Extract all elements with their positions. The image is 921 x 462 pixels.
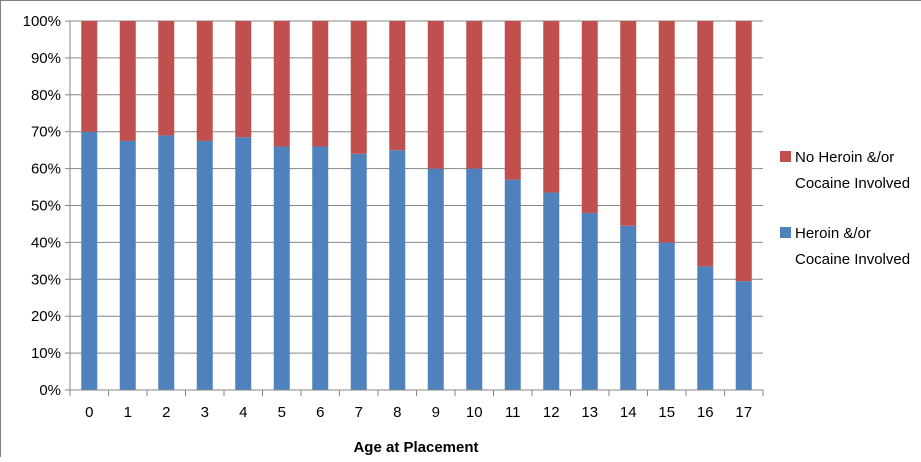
legend-label: Cocaine Involved <box>795 175 910 192</box>
bar-segment-no-heroin-cocaine <box>196 21 213 141</box>
bar-segment-no-heroin-cocaine <box>235 21 252 138</box>
bar-segment-heroin-cocaine <box>273 146 290 390</box>
bar-segment-heroin-cocaine <box>543 192 560 390</box>
bar-segment-no-heroin-cocaine <box>119 21 136 141</box>
y-tick-labels: 0% 10% 20% 30% 40% 50% 60% 70% 80% 90% 100% <box>23 13 61 399</box>
bar-segment-heroin-cocaine <box>119 140 136 390</box>
x-tick-label: 15 <box>658 404 675 421</box>
y-tick-label: 20% <box>31 308 61 325</box>
x-tick-label: 0 <box>85 404 93 421</box>
bar-segment-no-heroin-cocaine <box>312 21 329 147</box>
legend-swatch <box>780 151 791 162</box>
x-tick-label: 17 <box>735 404 752 421</box>
y-tick-label: 80% <box>31 87 61 104</box>
y-tick-label: 50% <box>31 198 61 215</box>
bar-segment-no-heroin-cocaine <box>620 21 637 226</box>
bar-segment-heroin-cocaine <box>235 137 252 390</box>
bar-segment-heroin-cocaine <box>81 131 98 390</box>
x-axis-title: Age at Placement <box>353 439 478 456</box>
bar-segment-heroin-cocaine <box>735 281 752 390</box>
bar-segment-no-heroin-cocaine <box>389 21 406 151</box>
y-tick-label: 0% <box>39 382 61 399</box>
y-tick-label: 30% <box>31 271 61 288</box>
x-tick-label: 8 <box>393 404 401 421</box>
bar-segment-heroin-cocaine <box>466 168 483 390</box>
x-tick-label: 7 <box>355 404 363 421</box>
bar-segment-heroin-cocaine <box>581 212 598 390</box>
y-tick-label: 70% <box>31 124 61 141</box>
bar-segment-no-heroin-cocaine <box>427 21 444 169</box>
x-tick-label: 5 <box>278 404 286 421</box>
legend-label: Heroin &/or <box>795 225 871 242</box>
bar-segment-heroin-cocaine <box>620 225 637 390</box>
gridlines <box>70 20 763 391</box>
x-tick-label: 9 <box>432 404 440 421</box>
bar-segment-no-heroin-cocaine <box>158 21 175 136</box>
legend-swatch <box>780 227 791 238</box>
bars <box>81 21 752 390</box>
bar-segment-no-heroin-cocaine <box>697 21 714 267</box>
bar-segment-no-heroin-cocaine <box>504 21 521 180</box>
x-tick-label: 13 <box>581 404 598 421</box>
y-tick-label: 100% <box>23 13 61 30</box>
bar-segment-heroin-cocaine <box>196 140 213 390</box>
bar-segment-no-heroin-cocaine <box>350 21 367 154</box>
bar-segment-heroin-cocaine <box>658 242 675 390</box>
bar-segment-no-heroin-cocaine <box>581 21 598 213</box>
axes <box>65 20 764 396</box>
y-tick-label: 40% <box>31 234 61 251</box>
y-tick-label: 60% <box>31 161 61 178</box>
x-tick-label: 16 <box>697 404 714 421</box>
y-tick-label: 10% <box>31 345 61 362</box>
x-tick-label: 14 <box>620 404 637 421</box>
legend-label: No Heroin &/or <box>795 149 894 166</box>
bar-segment-no-heroin-cocaine <box>658 21 675 243</box>
x-tick-label: 6 <box>316 404 324 421</box>
x-tick-label: 1 <box>124 404 132 421</box>
bar-segment-no-heroin-cocaine <box>466 21 483 169</box>
bar-segment-heroin-cocaine <box>158 135 175 390</box>
bar-segment-no-heroin-cocaine <box>81 21 98 132</box>
legend: No Heroin &/or Cocaine Involved Heroin &/o… <box>780 149 910 268</box>
bar-segment-heroin-cocaine <box>350 153 367 390</box>
x-tick-label: 11 <box>505 404 521 421</box>
bar-segment-heroin-cocaine <box>312 146 329 390</box>
x-tick-label: 2 <box>162 404 170 421</box>
bar-segment-heroin-cocaine <box>697 266 714 390</box>
x-tick-label: 12 <box>543 404 560 421</box>
legend-label: Cocaine Involved <box>795 251 910 268</box>
x-tick-labels: 0 1 2 3 4 5 6 7 8 9 10 11 12 13 14 15 16 17 <box>85 404 752 421</box>
bar-segment-heroin-cocaine <box>389 150 406 390</box>
bar-segment-heroin-cocaine <box>504 179 521 390</box>
x-tick-label: 3 <box>201 404 209 421</box>
y-tick-label: 90% <box>31 50 61 67</box>
bar-segment-heroin-cocaine <box>427 168 444 390</box>
bar-segment-no-heroin-cocaine <box>543 21 560 193</box>
bar-segment-no-heroin-cocaine <box>273 21 290 147</box>
bar-segment-no-heroin-cocaine <box>735 21 752 282</box>
x-tick-label: 10 <box>466 404 483 421</box>
x-tick-label: 4 <box>239 404 247 421</box>
